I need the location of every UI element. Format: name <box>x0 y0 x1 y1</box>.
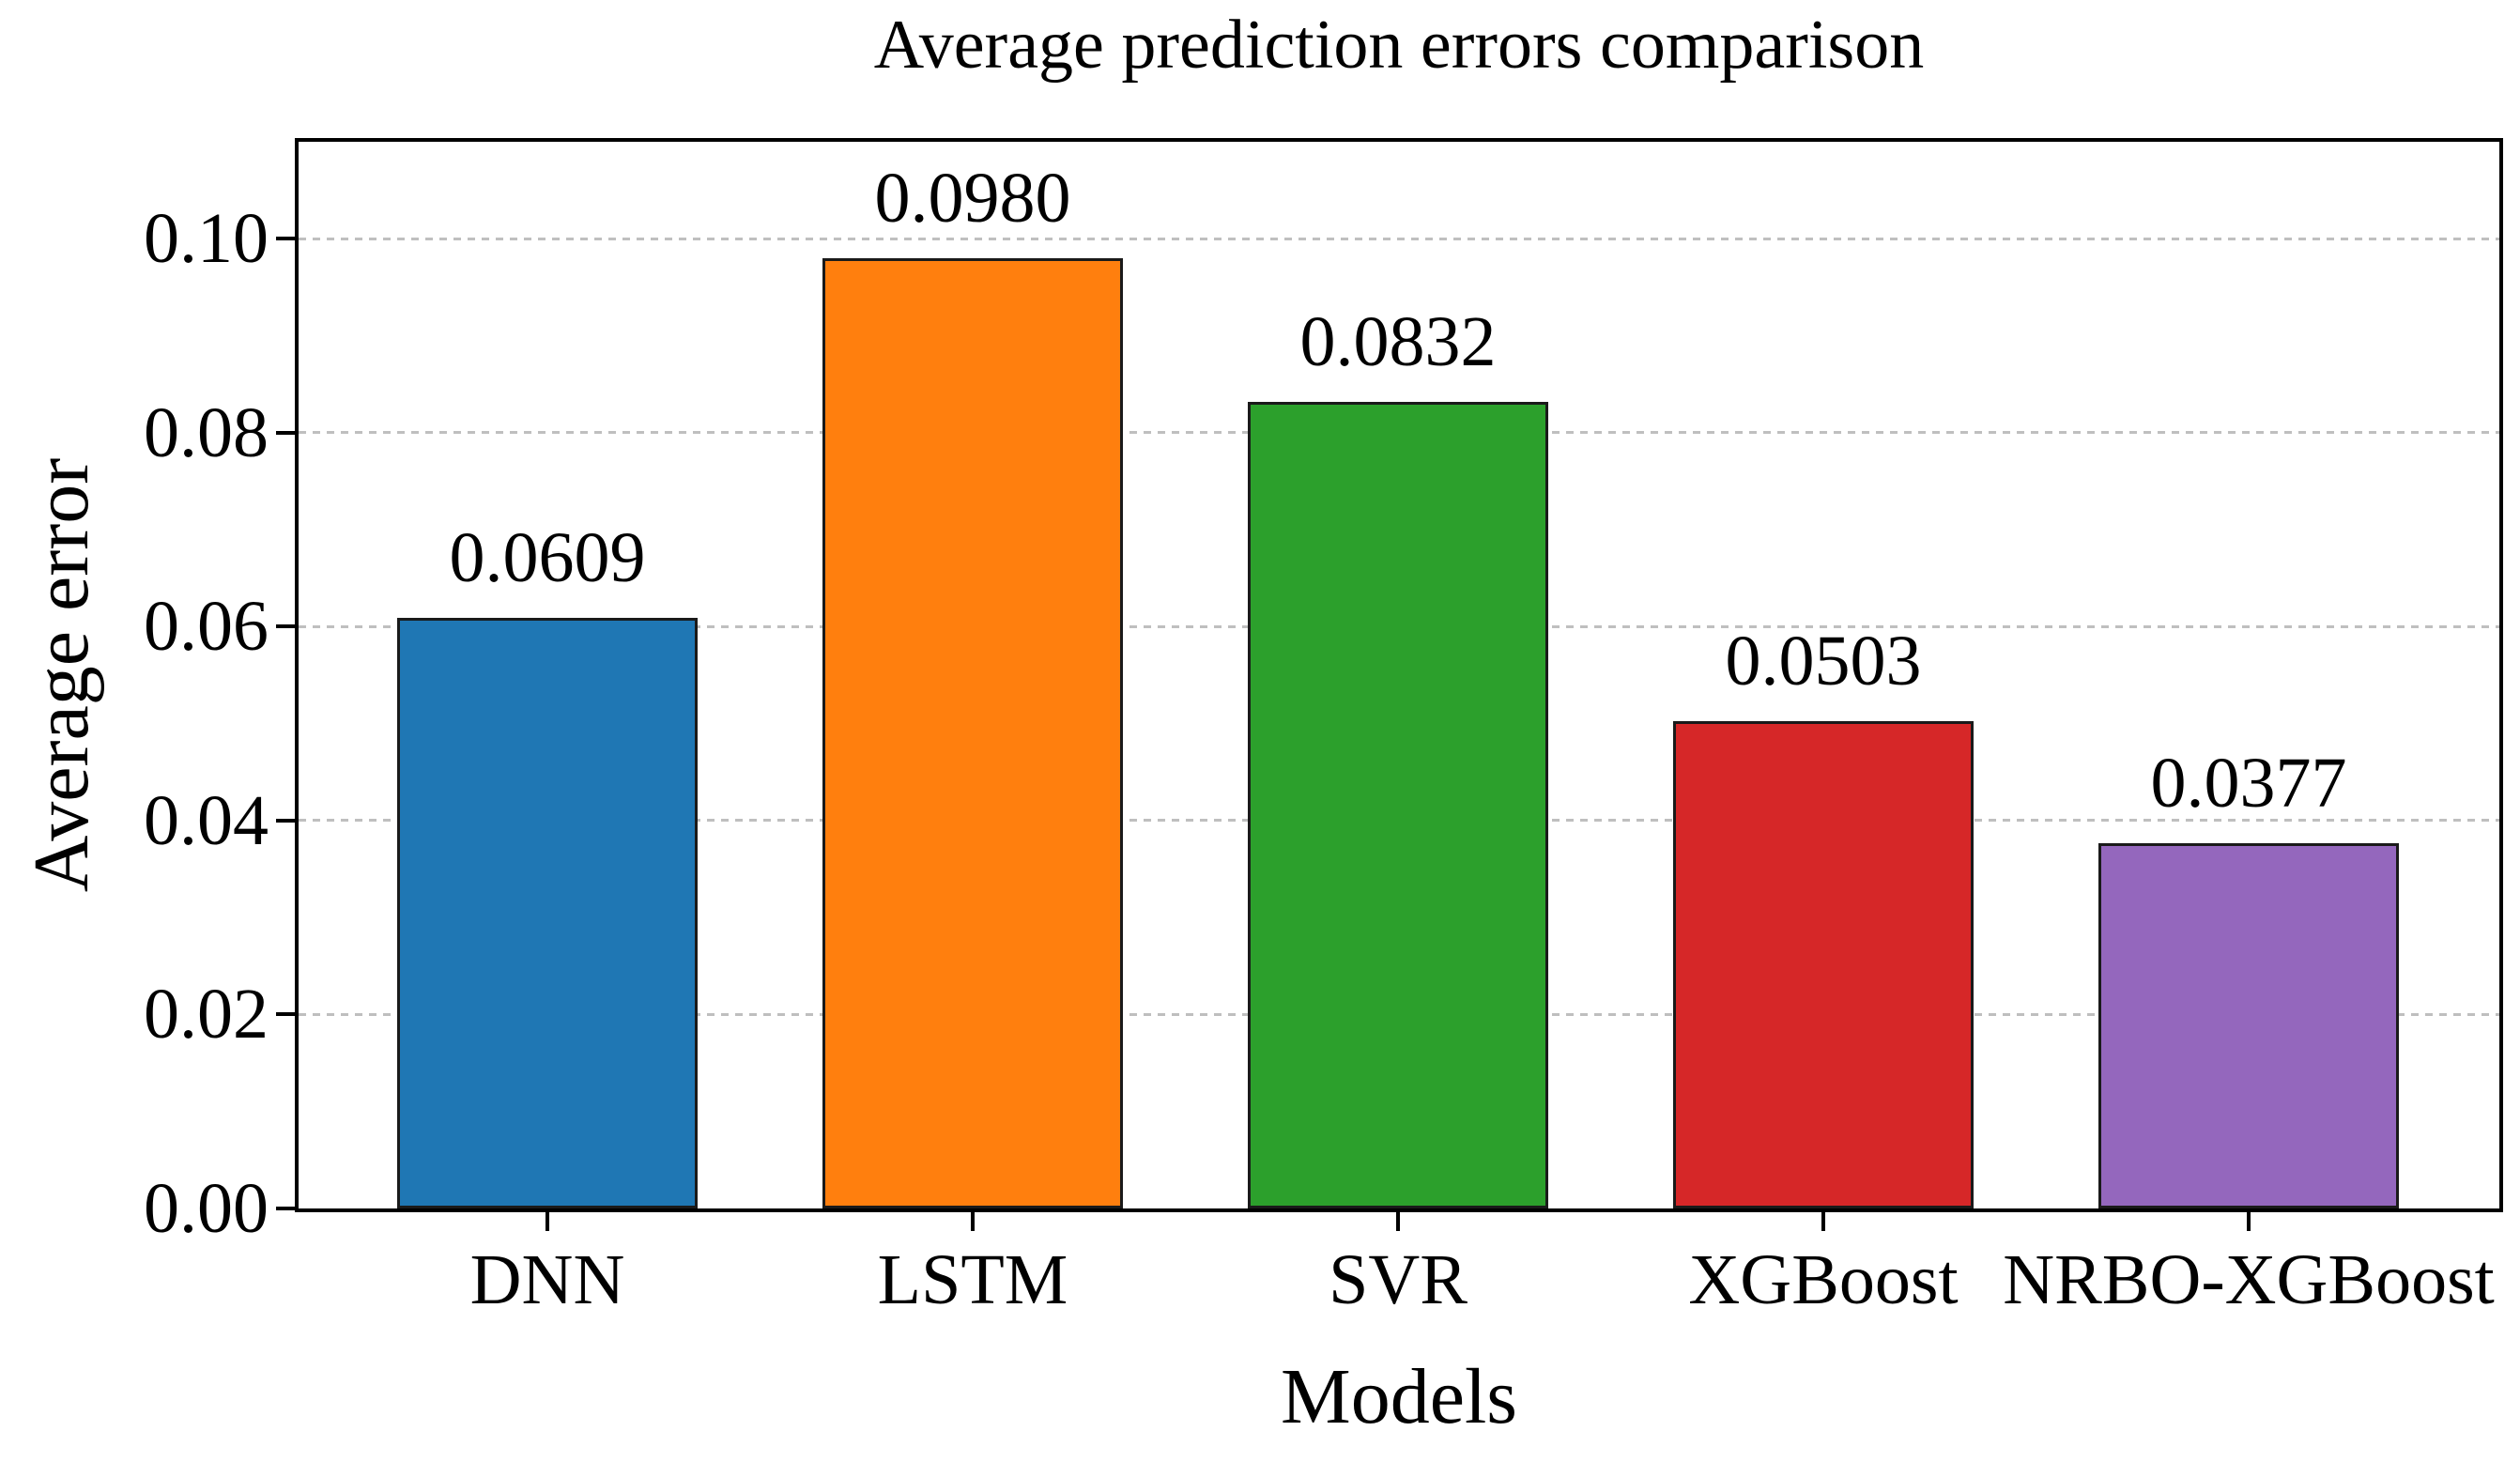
y-axis-tick <box>276 624 295 629</box>
x-tick-label-lstm: LSTM <box>877 1240 1068 1319</box>
bar-svr <box>1248 401 1548 1208</box>
gridline <box>299 237 2499 240</box>
y-axis-label: Average error <box>18 457 105 893</box>
bar-value-label: 0.0503 <box>1725 621 1922 700</box>
y-axis-tick <box>276 818 295 823</box>
bar-lstm <box>822 257 1123 1208</box>
bar-dnn <box>397 618 698 1208</box>
x-axis-tick <box>1821 1212 1825 1231</box>
x-tick-label-xgboost: XGBoost <box>1688 1240 1959 1319</box>
x-axis-tick <box>971 1212 975 1231</box>
y-tick-label: 0.06 <box>144 587 269 667</box>
bar-xgboost <box>1673 720 1974 1208</box>
bar-value-label: 0.0832 <box>1299 301 1497 381</box>
bar-value-label: 0.0377 <box>2150 743 2347 823</box>
y-tick-label: 0.02 <box>144 975 269 1054</box>
y-axis-tick <box>276 1207 295 1210</box>
x-axis-tick <box>545 1212 549 1231</box>
x-tick-label-dnn: DNN <box>469 1240 625 1319</box>
bar-value-label: 0.0609 <box>449 518 646 598</box>
y-tick-label: 0.10 <box>144 199 269 279</box>
y-axis-tick <box>276 430 295 435</box>
bar-nrbo-xgboost <box>2098 842 2399 1208</box>
bar-value-label: 0.0980 <box>874 158 1071 238</box>
y-axis-tick <box>276 1012 295 1017</box>
x-axis-tick <box>2247 1212 2251 1231</box>
plot-area: 0.00 0.02 0.04 0.06 0.08 0.10 0.0609 DNN 0.0980 L… <box>144 138 2503 1316</box>
x-tick-label-nrbo-xgboost: NRBO-XGBoost <box>2003 1240 2495 1319</box>
y-tick-label: 0.08 <box>144 392 269 472</box>
y-tick-label: 0.04 <box>144 780 269 860</box>
chart-title: Average prediction errors comparison <box>873 7 1925 84</box>
y-axis-tick <box>276 237 295 241</box>
y-tick-label: 0.00 <box>144 1169 269 1248</box>
x-axis-label: Models <box>1281 1353 1517 1440</box>
x-axis-tick <box>1396 1212 1400 1231</box>
x-tick-label-svr: SVR <box>1329 1240 1467 1319</box>
